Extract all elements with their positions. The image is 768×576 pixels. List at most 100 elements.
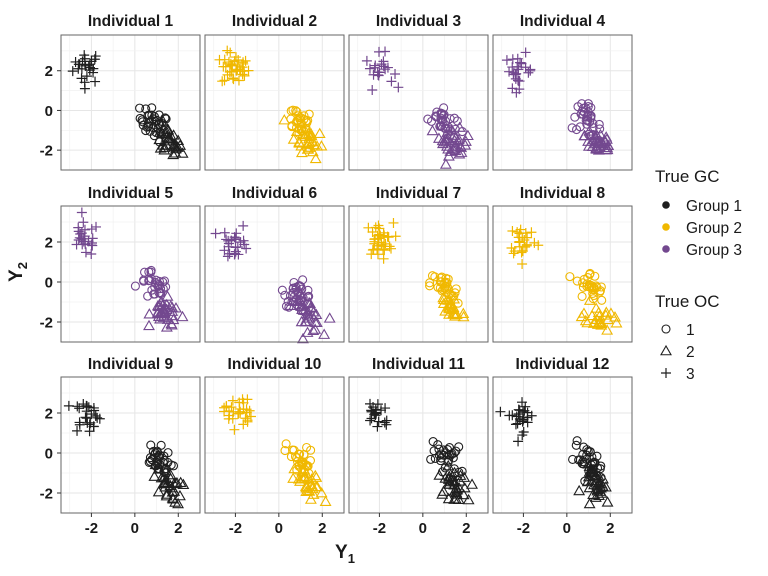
data-point <box>439 283 450 293</box>
data-point <box>292 107 302 117</box>
data-point <box>515 57 526 68</box>
data-point <box>222 251 233 262</box>
data-point <box>210 228 221 239</box>
data-point <box>73 235 84 246</box>
data-point <box>372 421 383 432</box>
panel-title: Individual 5 <box>88 185 174 202</box>
data-point <box>164 300 177 311</box>
data-point <box>84 62 95 73</box>
data-point <box>437 272 447 282</box>
data-point <box>70 56 81 67</box>
data-point <box>79 50 90 61</box>
data-point <box>439 103 449 113</box>
panel-title: Individual 10 <box>228 356 322 373</box>
data-point <box>426 124 439 136</box>
data-point <box>86 224 97 235</box>
data-point <box>153 281 163 291</box>
data-point <box>451 484 464 495</box>
data-point <box>160 321 173 332</box>
y-tick-label: 2 <box>45 235 53 252</box>
data-point <box>376 59 387 70</box>
data-point <box>501 55 512 66</box>
data-point <box>512 227 523 238</box>
data-point <box>242 415 253 426</box>
data-point <box>518 427 529 438</box>
data-point <box>522 412 533 423</box>
legend-shape-label: 1 <box>686 322 695 339</box>
facet-panel-12: Individual 12 -2 0 2 <box>492 356 633 537</box>
data-point <box>425 281 435 291</box>
data-point <box>78 233 89 244</box>
facet-panel-5: Individual 5 -2 0 2 <box>40 185 201 343</box>
data-point <box>158 471 170 482</box>
data-point <box>238 58 249 69</box>
facet-panel-1: Individual 1 -2 0 2 <box>40 13 201 171</box>
data-point <box>600 306 613 317</box>
data-point <box>176 310 189 322</box>
data-point <box>288 462 301 474</box>
data-point <box>368 69 379 80</box>
panel-title: Individual 8 <box>520 185 606 202</box>
data-point <box>158 457 168 467</box>
data-point <box>575 310 588 322</box>
data-point <box>241 243 252 254</box>
data-point <box>433 282 443 292</box>
data-point <box>158 477 171 489</box>
data-point <box>152 306 164 317</box>
data-point <box>160 490 173 501</box>
panel-border <box>204 34 345 171</box>
data-point <box>367 84 378 95</box>
data-point <box>83 402 94 413</box>
data-point <box>379 417 390 428</box>
y-tick-label: 0 <box>45 103 53 120</box>
data-point <box>90 76 101 87</box>
facet-panel-9: Individual 9 -2 0 2 -2 0 2 <box>40 356 201 537</box>
data-point <box>158 144 171 155</box>
data-point <box>233 408 244 419</box>
data-point <box>277 285 287 295</box>
data-point <box>582 454 592 464</box>
data-point <box>380 403 391 414</box>
data-point <box>73 222 84 233</box>
data-point <box>284 299 297 310</box>
data-point <box>448 485 461 496</box>
data-point <box>165 319 178 330</box>
data-point <box>315 140 328 151</box>
data-point <box>292 473 305 484</box>
data-point <box>444 298 457 310</box>
data-point <box>370 408 381 419</box>
data-point <box>229 249 240 260</box>
data-point <box>295 146 308 158</box>
data-point <box>451 284 461 294</box>
y-axis-title-subscript: 2 <box>15 262 30 269</box>
data-point <box>79 231 90 242</box>
data-point <box>323 312 336 323</box>
data-point <box>507 83 518 94</box>
data-point <box>439 133 452 144</box>
data-point <box>241 407 252 418</box>
data-point <box>290 125 303 137</box>
panel-border <box>60 205 201 343</box>
data-point <box>166 305 179 316</box>
data-point <box>72 425 83 436</box>
data-point <box>79 77 90 88</box>
data-point <box>214 54 225 65</box>
data-point <box>307 306 320 317</box>
data-point <box>442 125 455 136</box>
y-tick-label: -2 <box>40 315 53 332</box>
data-point <box>92 412 103 423</box>
data-point <box>310 316 323 328</box>
x-axis-title-subscript: 1 <box>348 551 355 566</box>
panel-title: Individual 7 <box>376 185 461 202</box>
data-point <box>590 271 600 281</box>
data-point <box>81 71 92 82</box>
data-point <box>294 449 304 459</box>
data-point <box>297 284 307 294</box>
data-point <box>309 152 322 164</box>
data-point <box>448 308 460 319</box>
data-point <box>157 477 170 488</box>
x-tick-label: 2 <box>318 520 326 537</box>
data-point <box>164 472 177 484</box>
data-point <box>609 311 621 322</box>
legend-color-key <box>662 245 670 253</box>
